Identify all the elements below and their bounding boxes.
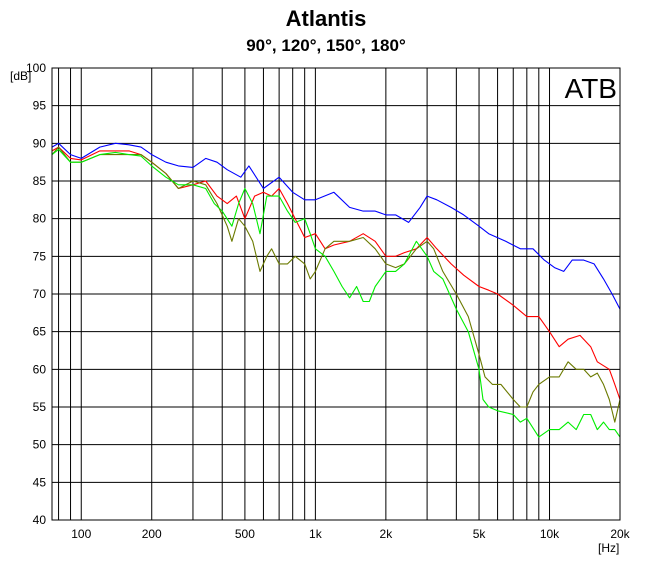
x-tick-label: 2k	[380, 527, 394, 541]
series-line-3	[51, 146, 621, 423]
y-tick-label: 55	[33, 400, 47, 414]
chart-subtitle: 90°, 120°, 150°, 180°	[246, 36, 406, 55]
chart-title: Atlantis	[285, 6, 367, 31]
series-line-2	[51, 146, 621, 400]
atb-annotation: ATB	[565, 73, 617, 104]
y-tick-label: 60	[33, 362, 47, 376]
x-tick-label: 5k	[473, 527, 487, 541]
y-tick-label: 80	[33, 212, 47, 226]
y-tick-label: 40	[33, 513, 47, 527]
x-tick-label: 20k	[610, 527, 630, 541]
y-tick-label: 45	[33, 475, 47, 489]
y-tick-label: 90	[33, 136, 47, 150]
x-tick-label: 200	[142, 527, 162, 541]
plot-frame	[51, 67, 621, 521]
x-axis-label: [Hz]	[598, 541, 619, 555]
y-tick-label: 75	[33, 249, 47, 263]
series-line-1	[51, 142, 621, 310]
y-tick-labels: 40 45 50 55 60 65 70 75 80 85 90 95 100	[26, 61, 46, 527]
y-tick-label: 95	[33, 99, 47, 113]
x-tick-label: 500	[235, 527, 255, 541]
x-tick-label: 1k	[309, 527, 323, 541]
y-tick-label: 85	[33, 174, 47, 188]
grid-major	[52, 67, 620, 521]
x-tick-label: 10k	[540, 527, 560, 541]
y-tick-label: 50	[33, 438, 47, 452]
x-tick-labels: 100 200 500 1k 2k 5k 10k 20k	[71, 527, 630, 541]
x-tick-label: 100	[71, 527, 91, 541]
y-tick-label: 70	[33, 287, 47, 301]
y-axis-label: [dB]	[10, 69, 31, 83]
y-tick-label: 65	[33, 325, 47, 339]
series-line-4	[51, 148, 621, 438]
y-tick-label: 100	[26, 61, 46, 75]
series-layer	[51, 142, 621, 438]
